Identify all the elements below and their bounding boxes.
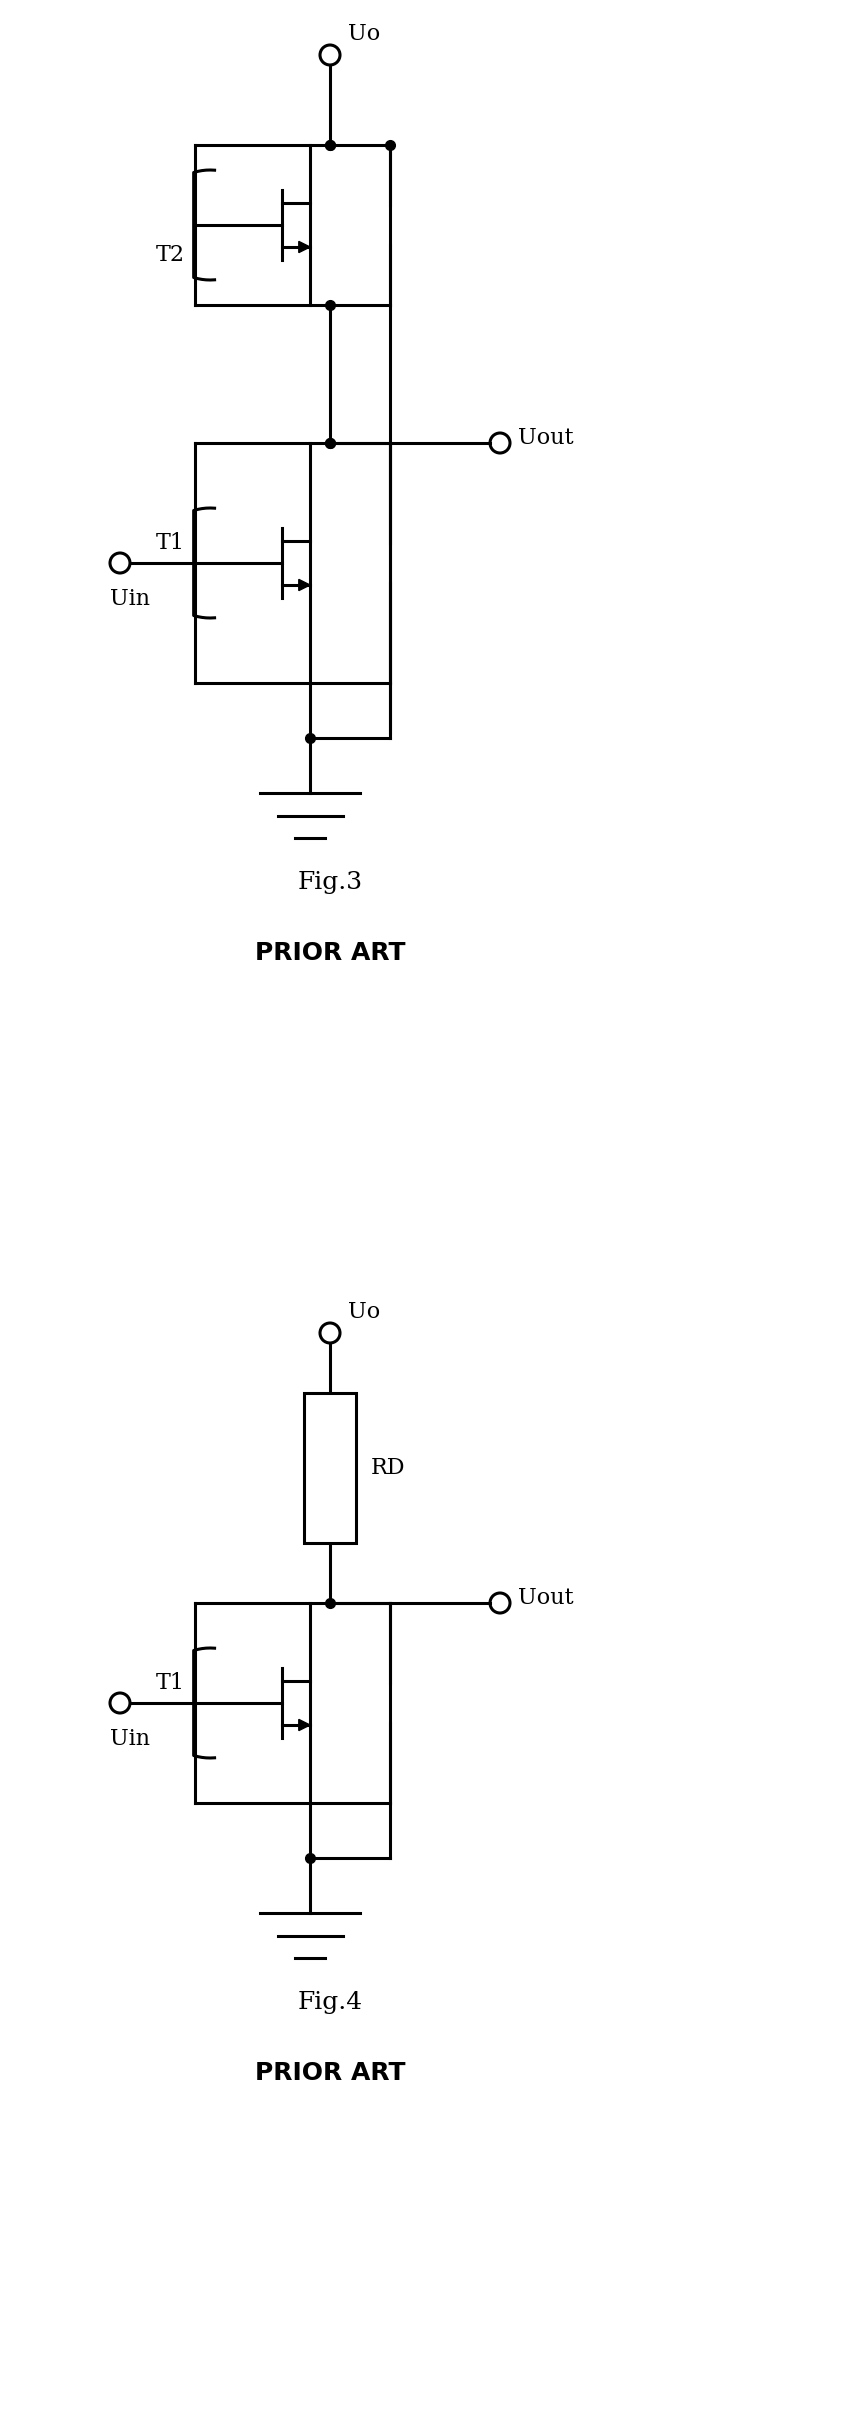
Polygon shape [299,579,310,591]
Text: Uin: Uin [110,589,150,610]
Text: T1: T1 [156,531,185,555]
Text: Uo: Uo [348,24,380,46]
Text: PRIOR ART: PRIOR ART [255,941,405,965]
Text: RD: RD [371,1457,406,1479]
Polygon shape [299,241,310,253]
Text: T2: T2 [156,244,185,265]
Text: Uin: Uin [110,1728,150,1749]
Polygon shape [299,1720,310,1730]
Text: Uo: Uo [348,1301,380,1322]
Text: PRIOR ART: PRIOR ART [255,2061,405,2085]
Text: T1: T1 [156,1672,185,1694]
Text: Uout: Uout [518,1588,573,1609]
Bar [304,1392,356,1542]
Text: Fig.4: Fig.4 [297,1991,363,2015]
Text: Fig.3: Fig.3 [297,871,363,895]
Text: Uout: Uout [518,427,573,449]
